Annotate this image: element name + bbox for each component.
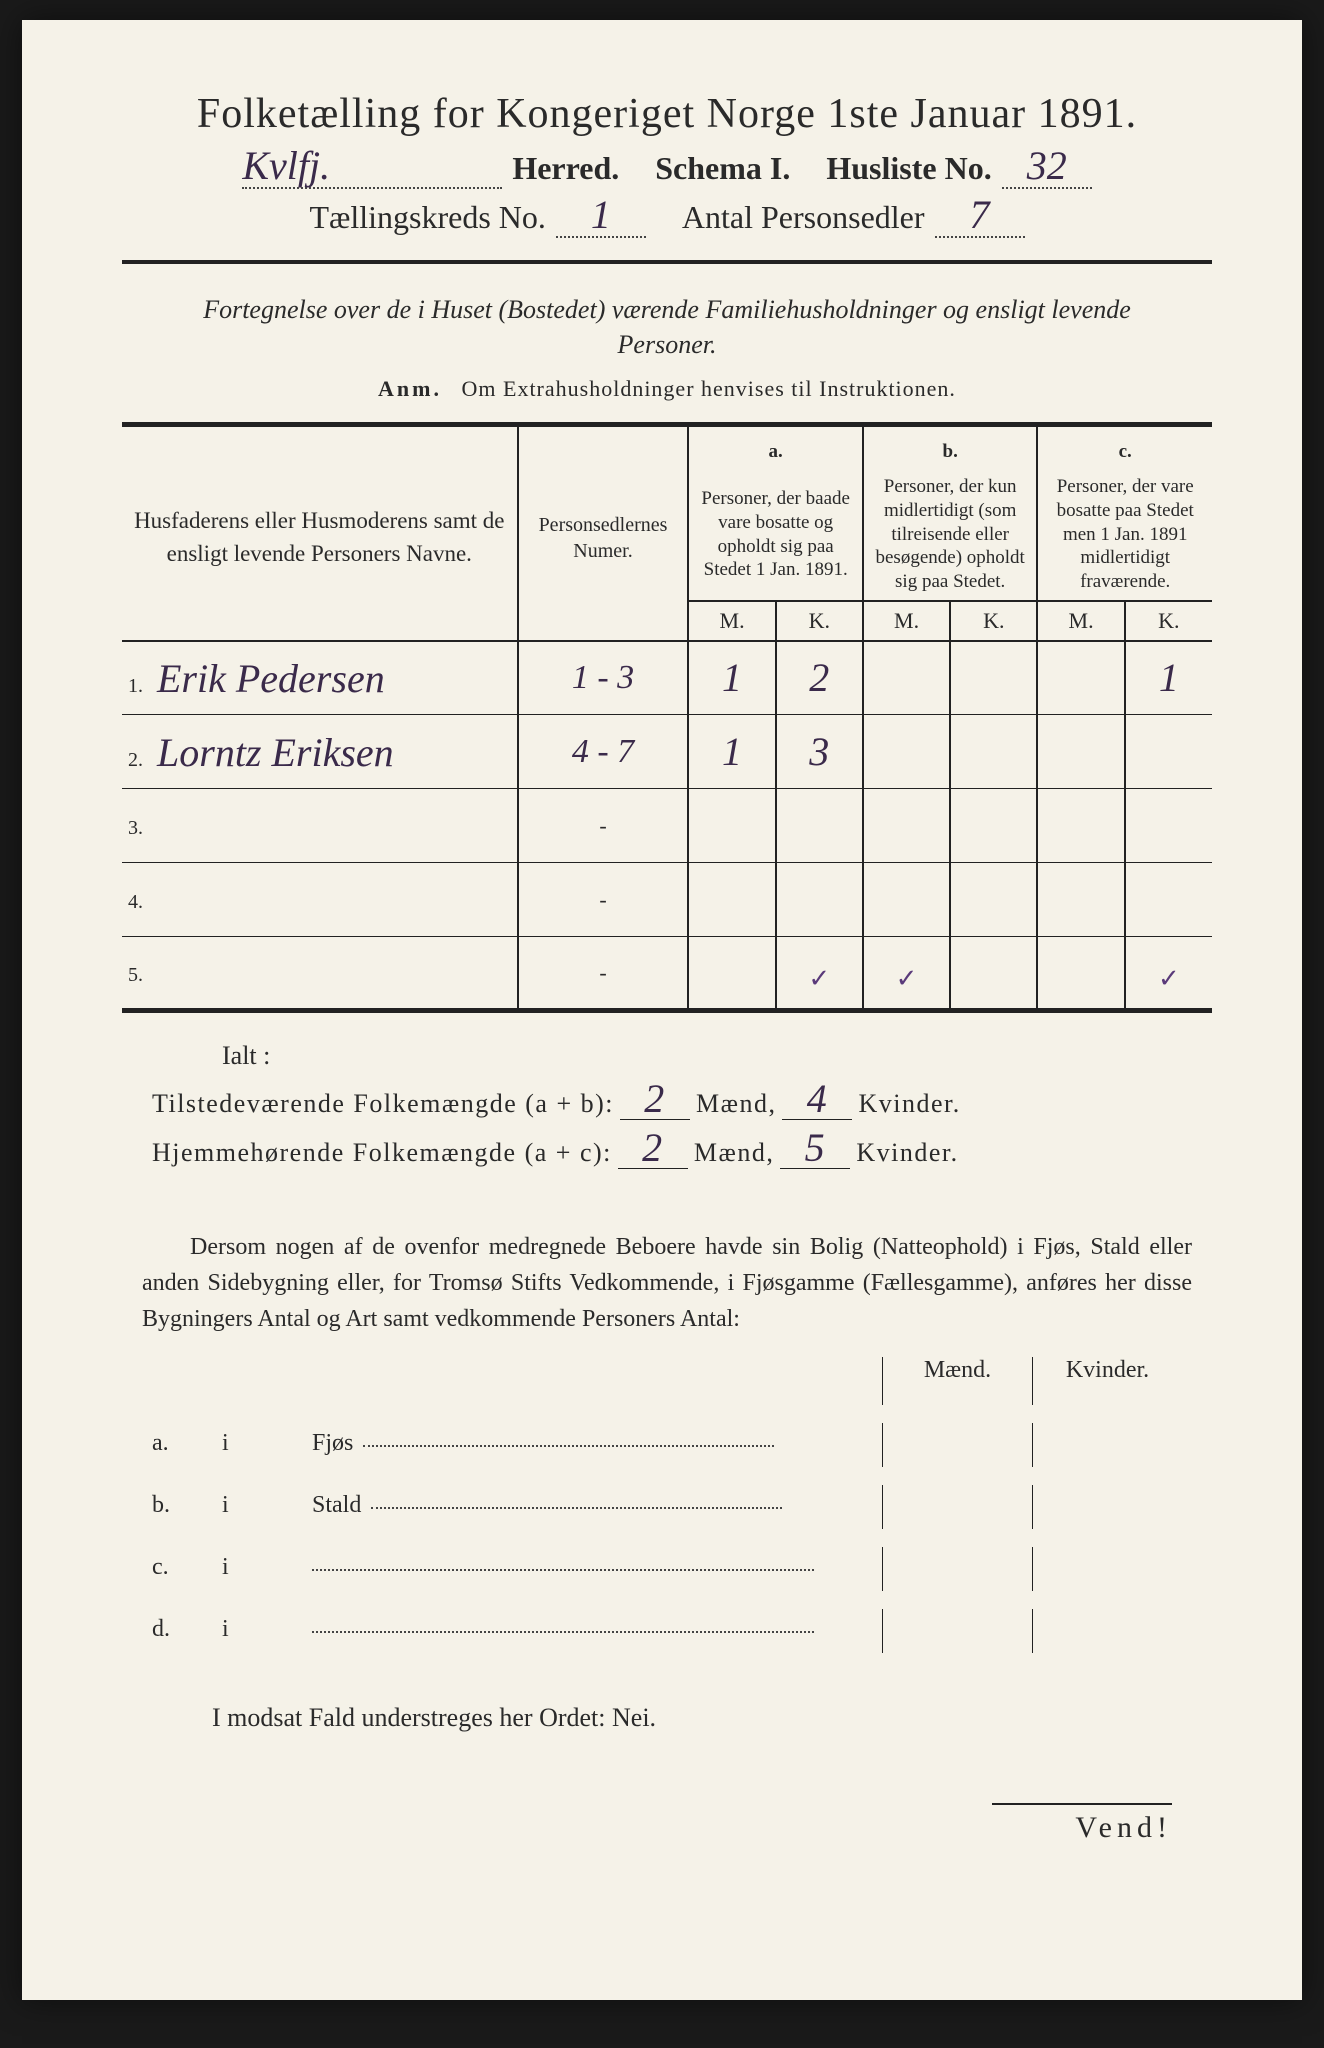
- row1-name: Erik Pedersen: [157, 661, 385, 697]
- sum-resident: Hjemmehørende Folkemængde (a + c): 2 Mæn…: [152, 1130, 1212, 1169]
- col-kvinder: Kvinder.: [1032, 1357, 1182, 1405]
- col-maend: Mænd.: [882, 1357, 1032, 1405]
- col-b-head: b.: [943, 441, 958, 462]
- outbuilding-table: Mænd. Kvinder. a. i Fjøs b. i Stald c. i…: [152, 1357, 1182, 1653]
- col-b-text: Personer, der kun midlertidigt (som tilr…: [876, 476, 1025, 592]
- col-numer: Personsedlernes Numer.: [539, 514, 668, 562]
- tick-mark: ✓: [808, 964, 830, 993]
- page-title: Folketælling for Kongeriget Norge 1ste J…: [122, 90, 1212, 138]
- table-row: 3. -: [122, 789, 1212, 863]
- header-row-2: Tællingskreds No. 1 Antal Personsedler 7: [122, 197, 1212, 238]
- table-row: 1.Erik Pedersen 1 - 3 1 2 1: [122, 641, 1212, 715]
- col-a-m: M.: [688, 601, 775, 641]
- tick-mark: ✓: [896, 964, 918, 993]
- col-c-m: M.: [1037, 601, 1124, 641]
- sum2-k: 5: [805, 1130, 827, 1166]
- subtitle: Fortegnelse over de i Huset (Bostedet) v…: [152, 292, 1182, 362]
- herred-label: Herred.: [512, 150, 619, 187]
- col-a-text: Personer, der baade vare bosatte og opho…: [701, 488, 850, 580]
- col-c-text: Personer, der vare bosatte paa Stedet me…: [1057, 476, 1194, 592]
- sum1-m: 2: [644, 1081, 666, 1117]
- sum2-m: 2: [642, 1130, 664, 1166]
- sum-present: Tilstedeværende Folkemængde (a + b): 2 M…: [152, 1081, 1212, 1120]
- husliste-label: Husliste No.: [826, 150, 991, 187]
- modsat-line: I modsat Fald understreges her Ordet: Ne…: [212, 1703, 1212, 1733]
- outbuilding-paragraph: Dersom nogen af de ovenfor medregnede Be…: [142, 1229, 1192, 1337]
- ialt-label: Ialt :: [222, 1041, 1212, 1071]
- anm-label: Anm.: [378, 376, 442, 401]
- table-row: 5. - ✓ ✓ ✓: [122, 937, 1212, 1011]
- col-a-k: K.: [776, 601, 863, 641]
- table-row: 4. -: [122, 863, 1212, 937]
- kreds-no: 1: [591, 197, 611, 233]
- husliste-no: 32: [1027, 148, 1067, 184]
- herred-handwritten: Kvlfj.: [242, 148, 330, 184]
- col-a-head: a.: [769, 441, 783, 462]
- sum1-k: 4: [807, 1081, 829, 1117]
- row2-name: Lorntz Eriksen: [157, 735, 394, 771]
- antal-label: Antal Personsedler: [682, 199, 925, 236]
- col-b-k: K.: [950, 601, 1037, 641]
- main-table: Husfaderens eller Husmoderens samt de en…: [122, 422, 1212, 1013]
- col-c-head: c.: [1119, 441, 1132, 462]
- antal-no: 7: [970, 197, 990, 233]
- kreds-label: Tællingskreds No.: [309, 199, 545, 236]
- vend-label: Vend!: [992, 1803, 1172, 1845]
- anm-text: Om Extrahusholdninger henvises til Instr…: [462, 376, 956, 401]
- schema-label: Schema I.: [655, 150, 790, 187]
- census-form-page: Folketælling for Kongeriget Norge 1ste J…: [22, 20, 1302, 2000]
- col-names: Husfaderens eller Husmoderens samt de en…: [134, 508, 504, 565]
- col-c-k: K.: [1125, 601, 1212, 641]
- header-row-1: Kvlfj. Herred. Schema I. Husliste No. 32: [122, 148, 1212, 189]
- col-b-m: M.: [863, 601, 950, 641]
- divider: [122, 260, 1212, 264]
- anm-line: Anm. Om Extrahusholdninger henvises til …: [122, 376, 1212, 402]
- tick-mark: ✓: [1158, 964, 1180, 993]
- table-row: 2.Lorntz Eriksen 4 - 7 1 3: [122, 715, 1212, 789]
